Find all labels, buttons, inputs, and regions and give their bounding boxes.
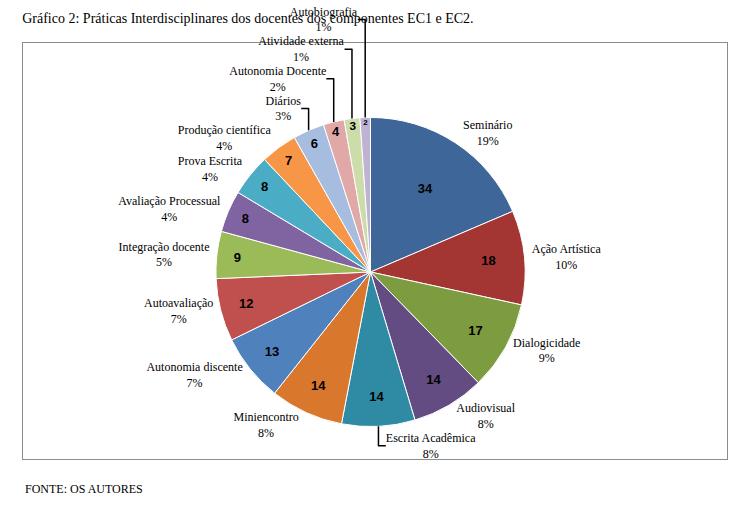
svg-text:Diários3%: Diários3%: [266, 94, 302, 124]
svg-text:4: 4: [332, 124, 340, 139]
svg-text:13: 13: [265, 344, 279, 359]
svg-text:7: 7: [285, 153, 292, 168]
svg-text:Gráfico 2: Práticas Interdisci: Gráfico 2: Práticas Interdisciplinares d…: [22, 11, 473, 26]
svg-text:18: 18: [481, 253, 495, 268]
svg-text:Atividade externa1%: Atividade externa1%: [258, 34, 344, 64]
svg-text:Integração docente5%: Integração docente5%: [119, 240, 210, 270]
svg-text:Autobiografia1%: Autobiografia1%: [290, 5, 358, 35]
svg-text:Seminário19%: Seminário19%: [463, 118, 512, 148]
svg-text:Autonomia discente7%: Autonomia discente7%: [146, 360, 242, 390]
svg-text:Ação Artística10%: Ação Artística10%: [532, 242, 602, 272]
svg-text:2: 2: [363, 118, 368, 127]
svg-text:9: 9: [234, 250, 241, 265]
svg-text:8: 8: [242, 211, 249, 226]
svg-text:Escrita Acadêmica8%: Escrita Acadêmica8%: [386, 431, 476, 461]
svg-text:6: 6: [311, 136, 318, 151]
svg-text:Prova Escrita4%: Prova Escrita4%: [178, 154, 243, 184]
svg-text:14: 14: [426, 372, 441, 387]
svg-text:Avaliação Processual4%: Avaliação Processual4%: [118, 194, 221, 224]
svg-text:Autonomia Docente2%: Autonomia Docente2%: [229, 64, 326, 94]
svg-text:Dialogicidade9%: Dialogicidade9%: [513, 336, 580, 366]
svg-text:Produção científica4%: Produção científica4%: [178, 123, 272, 153]
svg-text:Autoavaliação7%: Autoavaliação7%: [144, 296, 213, 326]
svg-text:Miniencontro8%: Miniencontro8%: [233, 410, 298, 440]
svg-text:8: 8: [261, 179, 268, 194]
svg-text:FONTE: OS AUTORES: FONTE: OS AUTORES: [25, 482, 143, 496]
svg-text:14: 14: [369, 389, 384, 404]
svg-text:34: 34: [418, 181, 433, 196]
svg-text:17: 17: [468, 323, 482, 338]
svg-text:12: 12: [239, 296, 253, 311]
svg-text:3: 3: [350, 119, 357, 133]
svg-text:14: 14: [311, 378, 326, 393]
svg-text:Audiovisual8%: Audiovisual8%: [456, 401, 515, 431]
